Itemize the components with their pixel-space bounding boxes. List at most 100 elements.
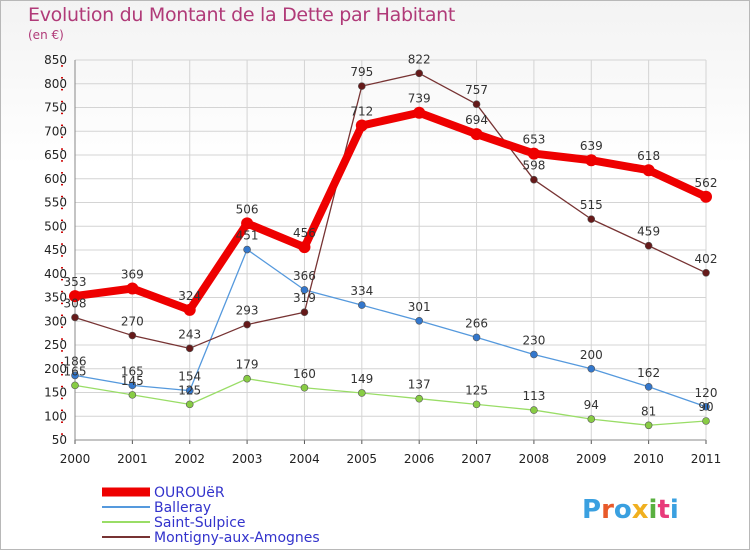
data-label: 179 bbox=[236, 358, 259, 372]
unit-label: (en €) bbox=[28, 28, 64, 42]
x-tick-label: 2000 bbox=[60, 452, 91, 466]
data-label: 81 bbox=[641, 404, 656, 418]
data-label: 456 bbox=[293, 226, 316, 240]
data-point bbox=[71, 313, 79, 322]
y-tick-label: 200 bbox=[44, 362, 67, 376]
data-point bbox=[300, 308, 309, 317]
data-label: 125 bbox=[178, 383, 201, 397]
data-label: 270 bbox=[121, 315, 144, 329]
data-point bbox=[71, 371, 79, 380]
series-line bbox=[74, 378, 707, 426]
data-point bbox=[470, 128, 483, 141]
x-tick-label: 2002 bbox=[174, 452, 205, 466]
x-tick-label: 2011 bbox=[691, 452, 722, 466]
data-label: 324 bbox=[178, 289, 201, 303]
y-tick-label: 800 bbox=[44, 77, 67, 91]
data-label: 94 bbox=[584, 398, 599, 412]
x-tick-label: 2010 bbox=[633, 452, 664, 466]
data-label: 459 bbox=[637, 225, 660, 239]
data-point bbox=[644, 241, 653, 250]
data-label: 694 bbox=[465, 113, 488, 127]
data-label: 145 bbox=[121, 374, 144, 388]
data-label: 200 bbox=[580, 348, 603, 362]
data-label: 165 bbox=[64, 364, 87, 378]
logo-letter: i bbox=[670, 495, 679, 525]
data-label: 125 bbox=[465, 383, 488, 397]
y-tick-label: 350 bbox=[44, 291, 67, 305]
legend-label: Balleray bbox=[154, 500, 211, 516]
data-point bbox=[587, 215, 596, 223]
data-point bbox=[702, 417, 710, 425]
data-point bbox=[300, 383, 309, 392]
data-label: 822 bbox=[408, 52, 431, 66]
data-label: 301 bbox=[408, 300, 431, 314]
data-label: 137 bbox=[408, 378, 431, 392]
data-point bbox=[530, 406, 538, 414]
data-point bbox=[415, 69, 423, 78]
data-point bbox=[642, 164, 655, 177]
x-tick-label: 2001 bbox=[117, 452, 148, 466]
data-point bbox=[527, 147, 540, 160]
y-tick-label: 400 bbox=[44, 267, 67, 281]
data-point bbox=[126, 282, 139, 295]
data-label: 162 bbox=[637, 366, 660, 380]
y-tick-label: 500 bbox=[44, 219, 67, 233]
data-point bbox=[702, 402, 710, 411]
data-point bbox=[472, 400, 481, 409]
x-tick-label: 2008 bbox=[519, 452, 550, 466]
data-point bbox=[69, 290, 81, 303]
y-tick-label: 850 bbox=[44, 53, 67, 67]
data-point bbox=[358, 82, 366, 90]
data-label: 90 bbox=[698, 400, 713, 414]
data-label: 154 bbox=[178, 370, 201, 384]
data-label: 186 bbox=[64, 354, 87, 368]
x-tick-label: 2006 bbox=[404, 452, 435, 466]
x-tick-label: 2003 bbox=[232, 452, 263, 466]
data-label: 451 bbox=[236, 229, 259, 243]
legend: OUROUëRBalleraySaint-SulpiceMontigny-aux… bbox=[102, 485, 320, 546]
data-label: 795 bbox=[350, 65, 373, 79]
data-point bbox=[128, 391, 137, 399]
data-label: 598 bbox=[522, 159, 545, 173]
data-point bbox=[355, 119, 368, 132]
data-point bbox=[243, 245, 251, 254]
x-tick-label: 2009 bbox=[576, 452, 607, 466]
data-label: 366 bbox=[293, 269, 316, 283]
y-tick-label: 50 bbox=[52, 433, 67, 447]
series-line bbox=[71, 108, 710, 314]
data-point bbox=[241, 217, 254, 230]
data-point bbox=[300, 286, 309, 294]
logo-letter: P bbox=[582, 495, 601, 525]
data-point bbox=[644, 421, 653, 430]
proxiti-logo: Proxiti bbox=[582, 495, 679, 525]
data-label: 562 bbox=[695, 176, 718, 190]
data-label: 353 bbox=[64, 275, 87, 289]
data-label: 506 bbox=[236, 202, 259, 216]
series-line bbox=[74, 72, 707, 349]
data-label: 230 bbox=[522, 334, 545, 348]
y-tick-label: 650 bbox=[44, 148, 67, 162]
data-point bbox=[71, 381, 79, 390]
y-tick-label: 100 bbox=[44, 409, 67, 423]
data-point bbox=[185, 386, 194, 395]
legend-label: Montigny-aux-Amognes bbox=[154, 530, 320, 546]
data-point bbox=[183, 303, 196, 316]
data-label: 402 bbox=[695, 252, 718, 266]
data-point bbox=[585, 154, 598, 167]
data-label: 308 bbox=[64, 296, 87, 310]
data-label: 243 bbox=[178, 327, 201, 341]
x-tick-label: 2004 bbox=[289, 452, 320, 466]
logo-letter: o bbox=[614, 495, 632, 525]
data-point bbox=[298, 241, 311, 254]
data-label: 618 bbox=[637, 149, 660, 163]
data-point bbox=[415, 394, 423, 403]
y-tick-label: 600 bbox=[44, 172, 67, 186]
data-label: 653 bbox=[522, 133, 545, 147]
data-point bbox=[415, 316, 423, 325]
data-label: 160 bbox=[293, 367, 316, 381]
data-label: 319 bbox=[293, 291, 316, 305]
data-point bbox=[243, 320, 251, 329]
y-tick-label: 450 bbox=[44, 243, 67, 257]
